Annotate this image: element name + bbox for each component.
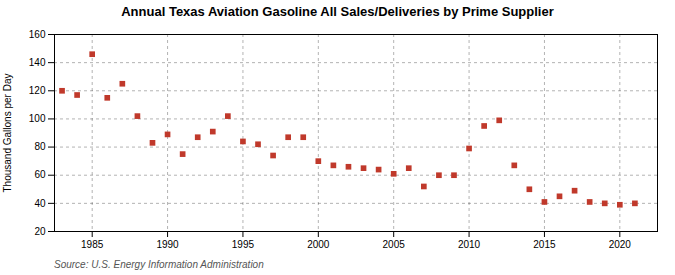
svg-text:80: 80 xyxy=(34,141,46,152)
html-text:Source: U.S. Energy Informatio: Source: U.S. Energy Information Administ… xyxy=(54,259,264,270)
svg-text:140: 140 xyxy=(29,57,46,68)
svg-text:40: 40 xyxy=(34,198,46,209)
svg-text:1990: 1990 xyxy=(156,239,179,250)
svg-text:2010: 2010 xyxy=(458,239,481,250)
svg-text:2015: 2015 xyxy=(533,239,556,250)
svg-text:2000: 2000 xyxy=(307,239,330,250)
svg-text:2020: 2020 xyxy=(609,239,632,250)
svg-text:1985: 1985 xyxy=(81,239,104,250)
svg-text:120: 120 xyxy=(29,85,46,96)
svg-text:160: 160 xyxy=(29,29,46,40)
html-text:Annual Texas Aviation Gasoline: Annual Texas Aviation Gasoline All Sales… xyxy=(121,4,554,19)
svg-text:20: 20 xyxy=(34,226,46,237)
svg-text:1995: 1995 xyxy=(232,239,255,250)
svg-text:2005: 2005 xyxy=(383,239,406,250)
svg-text:Thousand Gallons per Day: Thousand Gallons per Day xyxy=(2,74,13,193)
svg-text:100: 100 xyxy=(29,113,46,124)
svg-text:60: 60 xyxy=(34,169,46,180)
